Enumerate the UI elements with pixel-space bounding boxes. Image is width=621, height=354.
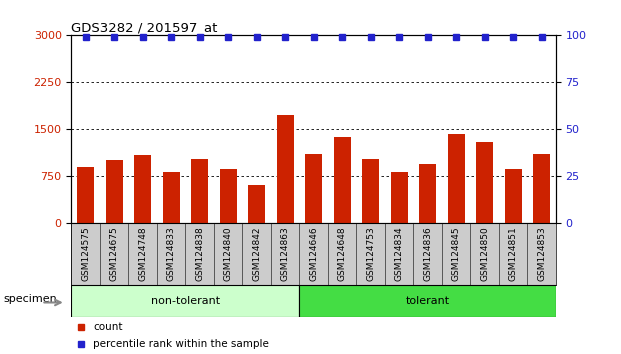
- Text: GSM124834: GSM124834: [394, 226, 404, 281]
- Text: specimen: specimen: [4, 294, 57, 304]
- Bar: [448, 133, 465, 223]
- Text: GSM124853: GSM124853: [537, 226, 546, 281]
- Text: GSM124840: GSM124840: [224, 226, 233, 281]
- Bar: [220, 169, 237, 223]
- Text: GSM124850: GSM124850: [480, 226, 489, 281]
- Text: non-tolerant: non-tolerant: [151, 296, 220, 306]
- Text: GSM124836: GSM124836: [423, 226, 432, 281]
- Bar: [333, 137, 351, 223]
- Text: GSM124845: GSM124845: [451, 226, 461, 281]
- Bar: [191, 159, 208, 223]
- Text: GSM124646: GSM124646: [309, 226, 318, 281]
- Text: GSM124842: GSM124842: [252, 226, 261, 281]
- Text: GSM124648: GSM124648: [338, 226, 347, 281]
- Text: GSM124753: GSM124753: [366, 226, 375, 281]
- Text: GSM124575: GSM124575: [81, 226, 90, 281]
- Text: count: count: [93, 322, 123, 332]
- Bar: [504, 169, 522, 223]
- Bar: [163, 172, 179, 223]
- Bar: [106, 160, 123, 223]
- Text: GSM124748: GSM124748: [138, 226, 147, 281]
- Text: GDS3282 / 201597_at: GDS3282 / 201597_at: [71, 21, 218, 34]
- Bar: [533, 154, 550, 223]
- Text: percentile rank within the sample: percentile rank within the sample: [93, 338, 269, 349]
- Bar: [419, 164, 436, 223]
- Bar: [134, 155, 151, 223]
- Text: GSM124863: GSM124863: [281, 226, 289, 281]
- Bar: [77, 167, 94, 223]
- Text: GSM124833: GSM124833: [166, 226, 176, 281]
- Bar: [391, 172, 407, 223]
- Bar: [248, 185, 265, 223]
- Text: GSM124851: GSM124851: [509, 226, 517, 281]
- Bar: [476, 142, 493, 223]
- Bar: [276, 115, 294, 223]
- Bar: [362, 159, 379, 223]
- Bar: [305, 154, 322, 223]
- Text: GSM124675: GSM124675: [110, 226, 119, 281]
- Bar: [299, 285, 556, 317]
- Text: GSM124838: GSM124838: [195, 226, 204, 281]
- Bar: [71, 285, 299, 317]
- Text: tolerant: tolerant: [406, 296, 450, 306]
